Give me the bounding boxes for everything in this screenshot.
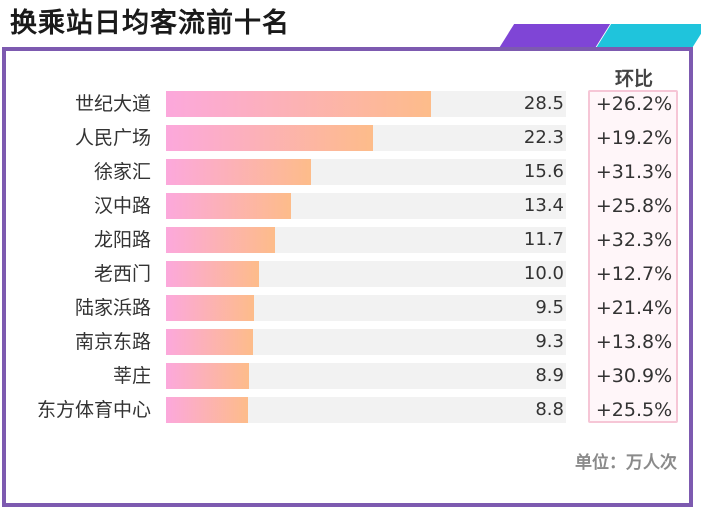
category-label: 东方体育中心: [36, 399, 151, 421]
bar: [166, 227, 275, 253]
category-label: 徐家汇: [93, 161, 151, 183]
yoy-label: +13.8%: [595, 331, 673, 353]
bar-track: [166, 261, 566, 287]
bar-track: [166, 125, 566, 151]
bar-track: [166, 227, 566, 253]
bar-track: [166, 363, 566, 389]
yoy-column-header: 环比: [614, 68, 653, 90]
bar-row: 陆家浜路 9.5 +21.4%: [0, 293, 701, 323]
yoy-label: +32.3%: [595, 229, 673, 251]
bar-row: 徐家汇 15.6 +31.3%: [0, 157, 701, 187]
category-label: 人民广场: [74, 127, 151, 149]
yoy-label: +31.3%: [595, 161, 673, 183]
value-label: 11.7: [523, 229, 564, 250]
bar-row: 汉中路 13.4 +25.8%: [0, 191, 701, 221]
bar: [166, 363, 249, 389]
bar-track: [166, 295, 566, 321]
bar-row: 南京东路 9.3 +13.8%: [0, 327, 701, 357]
chart-frame: [2, 47, 693, 507]
bar: [166, 261, 259, 287]
value-label: 9.3: [535, 331, 564, 352]
yoy-label: +25.8%: [595, 195, 673, 217]
yoy-column-box: [588, 90, 678, 423]
category-label: 龙阳路: [93, 229, 151, 251]
category-label: 世纪大道: [74, 93, 151, 115]
yoy-label: +25.5%: [595, 399, 673, 421]
bar-row: 东方体育中心 8.8 +25.5%: [0, 395, 701, 425]
value-label: 8.9: [535, 365, 564, 386]
yoy-label: +12.7%: [595, 263, 673, 285]
bar: [166, 159, 311, 185]
bar-row: 莘庄 8.9 +30.9%: [0, 361, 701, 391]
value-label: 13.4: [523, 195, 564, 216]
bar: [166, 397, 248, 423]
yoy-label: +19.2%: [595, 127, 673, 149]
bar: [166, 295, 254, 321]
category-label: 汉中路: [93, 195, 151, 217]
unit-note: 单位：万人次: [575, 453, 677, 473]
value-label: 8.8: [535, 399, 564, 420]
value-label: 28.5: [523, 93, 564, 114]
bar-track: [166, 159, 566, 185]
bar-track: [166, 329, 566, 355]
bar-row: 老西门 10.0 +12.7%: [0, 259, 701, 289]
bar: [166, 125, 373, 151]
yoy-label: +30.9%: [595, 365, 673, 387]
category-label: 南京东路: [74, 331, 151, 353]
bar: [166, 193, 291, 219]
bar-track: [166, 397, 566, 423]
category-label: 老西门: [93, 263, 151, 285]
yoy-label: +26.2%: [595, 93, 673, 115]
chart-title: 换乘站日均客流前十名: [10, 8, 290, 39]
value-label: 15.6: [523, 161, 564, 182]
bar-track: [166, 193, 566, 219]
bar-track: [166, 91, 566, 117]
value-label: 9.5: [535, 297, 564, 318]
value-label: 22.3: [523, 127, 564, 148]
bar-row: 人民广场 22.3 +19.2%: [0, 123, 701, 153]
category-label: 陆家浜路: [74, 297, 151, 319]
bar-row: 龙阳路 11.7 +32.3%: [0, 225, 701, 255]
category-label: 莘庄: [112, 365, 151, 387]
value-label: 10.0: [523, 263, 564, 284]
yoy-label: +21.4%: [595, 297, 673, 319]
bar-row: 世纪大道 28.5 +26.2%: [0, 89, 701, 119]
bar: [166, 329, 253, 355]
bar: [166, 91, 431, 117]
